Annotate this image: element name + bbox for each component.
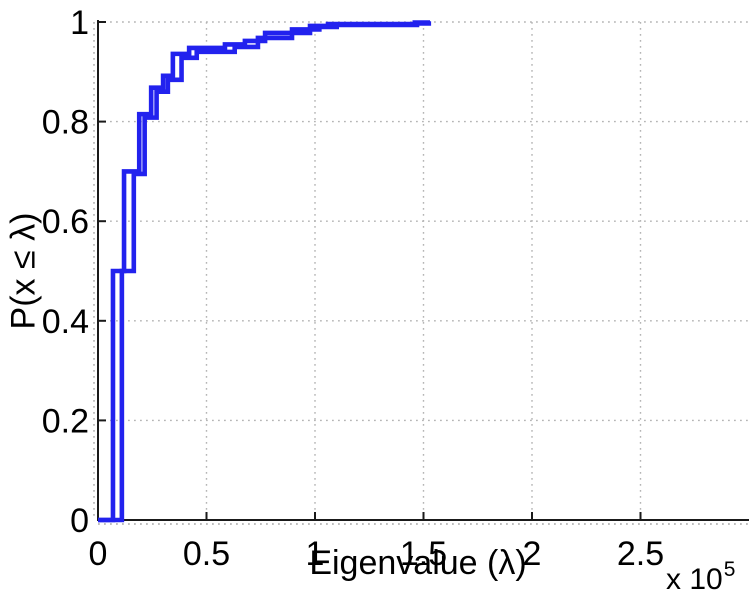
x-axis-multiplier-base: x 10 <box>666 563 723 596</box>
y-tick-label: 0 <box>70 502 89 540</box>
y-tick-label: 1 <box>70 4 89 42</box>
x-tick-label: 2 <box>523 535 542 573</box>
x-axis-label: Eigenvalue (λ) <box>309 544 527 582</box>
y-tick-label: 0.4 <box>42 303 89 341</box>
cdf-curve-2 <box>98 21 432 523</box>
x-tick-label: 1 <box>306 535 325 573</box>
x-tick-label: 0 <box>89 535 108 573</box>
cdf-curve-1 <box>98 20 431 523</box>
x-tick-label: 0.5 <box>183 535 230 573</box>
x-tick-label: 1.5 <box>400 535 447 573</box>
y-tick-label: 0.6 <box>42 203 89 241</box>
x-axis-multiplier: x 105 <box>666 558 736 597</box>
x-tick-label: 2.5 <box>617 535 664 573</box>
y-tick-label: 0.2 <box>42 402 89 440</box>
y-tick-label: 0.8 <box>42 104 89 142</box>
y-axis-label: P(x ≤ λ) <box>4 212 43 330</box>
x-axis-multiplier-exponent: 5 <box>723 558 736 581</box>
